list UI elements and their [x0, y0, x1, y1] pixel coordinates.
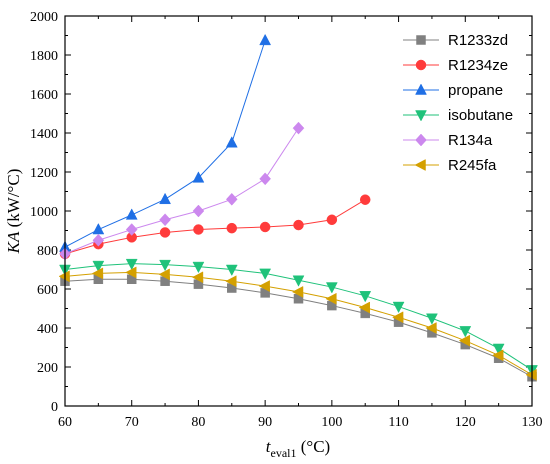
data-point: [525, 368, 537, 381]
data-point: [425, 322, 437, 334]
data-point: [225, 136, 238, 148]
data-point: [291, 286, 304, 298]
data-point: [259, 221, 271, 233]
series-R245fa: [58, 266, 537, 381]
x-axis-title: teval1 (°C): [266, 437, 330, 460]
legend-item: propane: [403, 82, 503, 99]
data-point: [392, 301, 405, 314]
data-point: [492, 343, 505, 356]
data-point: [92, 222, 105, 235]
y-tick-label: 2000: [30, 10, 58, 25]
data-point: [92, 233, 105, 247]
data-point: [426, 313, 438, 325]
plot-series: [58, 33, 538, 382]
data-point: [125, 258, 138, 271]
legend-item: R1233zd: [403, 32, 508, 49]
data-point: [92, 260, 105, 273]
y-tick-label: 800: [37, 244, 58, 259]
x-tick-label: 120: [455, 415, 476, 430]
data-point: [225, 275, 237, 288]
data-point: [159, 227, 171, 238]
y-tick-label: 1400: [30, 127, 58, 142]
series-line: [64, 199, 366, 255]
x-tick-label: 60: [58, 415, 72, 430]
x-tick-label: 100: [321, 415, 342, 430]
data-point: [392, 311, 404, 324]
y-axis-title: KA (kW/°C): [4, 169, 23, 255]
data-point: [91, 267, 104, 280]
x-tick-label: 110: [388, 415, 408, 430]
data-point: [58, 270, 70, 283]
axis-ticks: 60 70 80 90 100 110 120 130 0 200 400 600 800 1000 120…: [30, 10, 543, 430]
legend: R1233zd R1234ze propane isobutane R134a R245f…: [403, 32, 513, 174]
data-point: [292, 121, 305, 135]
data-point: [125, 208, 138, 220]
data-point: [325, 282, 338, 294]
data-point: [225, 192, 238, 206]
legend-label: R134a: [448, 132, 493, 149]
series-R134a: [59, 121, 305, 261]
series-line: [64, 271, 533, 376]
y-tick-label: 1000: [30, 205, 58, 220]
legend-marker: [415, 110, 427, 122]
data-point: [226, 222, 238, 234]
data-point: [125, 223, 138, 236]
x-tick-label: 130: [522, 415, 543, 430]
data-point: [326, 214, 338, 226]
legend-label: isobutane: [448, 107, 513, 124]
data-point: [259, 33, 272, 46]
y-tick-label: 1200: [30, 166, 58, 181]
legend-marker: [415, 133, 427, 147]
data-point: [458, 334, 471, 347]
legend-item: R134a: [403, 132, 493, 149]
data-point: [359, 194, 371, 205]
data-point: [225, 264, 238, 277]
data-point: [359, 291, 372, 303]
data-point: [192, 261, 205, 274]
y-tick-label: 1600: [30, 88, 58, 103]
legend-item: R1234ze: [403, 57, 508, 74]
legend-marker: [415, 83, 427, 95]
data-point: [159, 192, 171, 205]
plot-frame: [64, 15, 533, 407]
y-tick-label: 400: [37, 322, 58, 337]
y-tick-label: 1800: [30, 49, 58, 64]
legend-marker: [416, 35, 426, 45]
data-point: [259, 268, 272, 280]
data-point: [358, 301, 370, 314]
data-point: [193, 224, 204, 235]
series-line: [64, 127, 299, 255]
data-point: [159, 259, 171, 272]
y-tick-label: 0: [51, 400, 58, 415]
data-point: [192, 204, 205, 218]
series-propane: [59, 33, 272, 252]
legend-marker: [415, 59, 427, 71]
x-tick-label: 70: [125, 415, 139, 430]
data-point: [259, 172, 271, 186]
legend-label: R1234ze: [448, 57, 508, 74]
series-R1234ze: [59, 194, 371, 260]
data-point: [125, 266, 137, 279]
x-tick-label: 90: [258, 415, 272, 430]
data-point: [192, 171, 205, 183]
legend-marker: [414, 159, 426, 171]
data-point: [258, 280, 270, 292]
legend-item: isobutane: [403, 107, 513, 124]
y-tick-label: 600: [37, 283, 58, 298]
data-point: [158, 268, 170, 281]
data-point: [459, 326, 472, 338]
y-tick-label: 200: [37, 361, 58, 376]
data-point: [325, 292, 337, 305]
legend-item: R245fa: [403, 157, 497, 174]
legend-label: R245fa: [448, 157, 497, 174]
data-point: [191, 271, 204, 284]
x-tick-label: 80: [191, 415, 205, 430]
data-point: [293, 219, 304, 231]
legend-label: propane: [448, 82, 503, 99]
data-point: [492, 349, 504, 362]
legend-label: R1233zd: [448, 32, 508, 49]
data-point: [292, 275, 305, 287]
data-point: [159, 213, 171, 227]
